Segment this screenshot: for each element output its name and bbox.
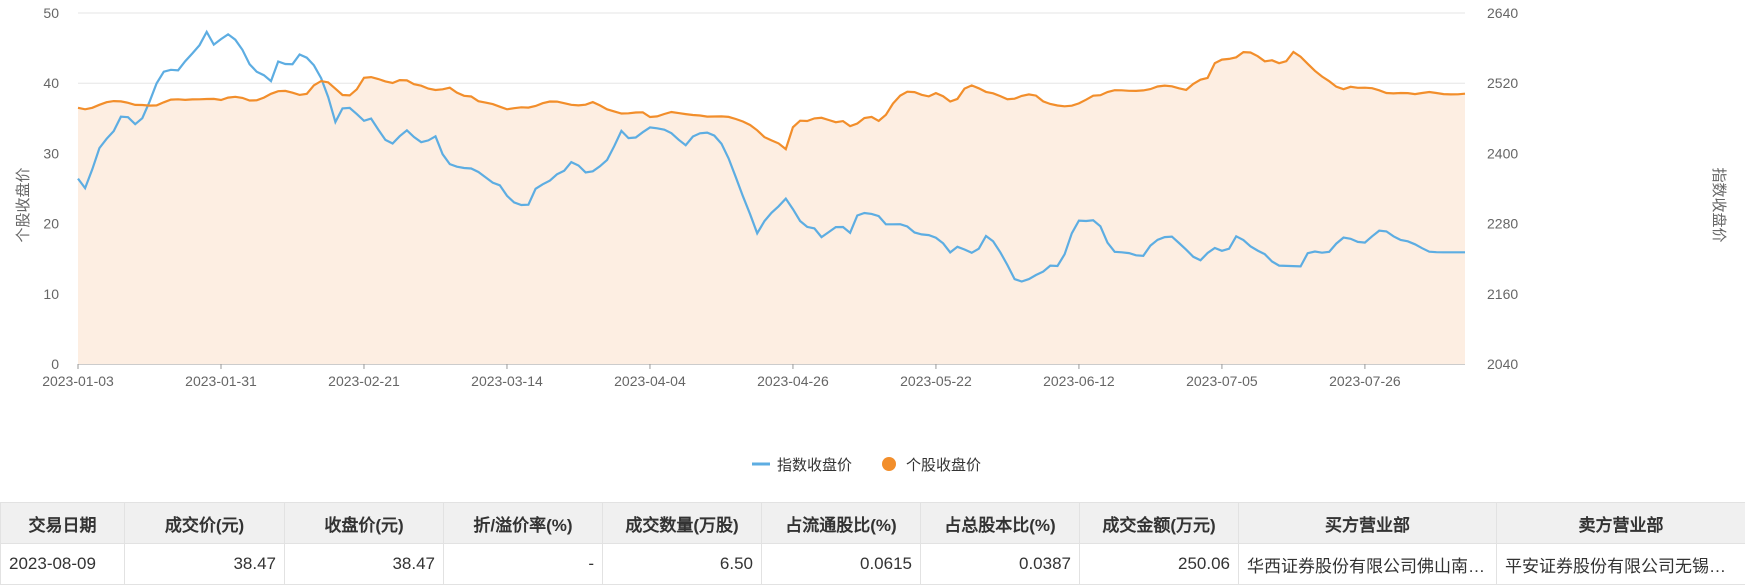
y-axis-left: 0 10 20 30 40 50 <box>43 5 59 372</box>
cell-amount: 250.06 <box>1079 543 1239 585</box>
cell-trade-date: 2023-08-09 <box>0 543 125 585</box>
stock-close-line <box>77 50 1466 151</box>
y-axis-right-label: 指数收盘价 <box>1710 167 1728 242</box>
table-row[interactable]: 2023-08-09 38.47 38.47 - 6.50 0.0615 0.0… <box>0 543 1745 585</box>
y-left-tick-label: 20 <box>43 216 59 232</box>
header-total-ratio[interactable]: 占总股本比(%) <box>920 502 1080 544</box>
y-axis-left-label: 个股收盘价 <box>14 167 32 242</box>
index-close-line <box>77 29 1465 283</box>
x-tick-label: 2023-02-21 <box>328 373 400 389</box>
legend-dot-icon <box>882 457 896 471</box>
legend[interactable]: 指数收盘价 个股收盘价 <box>752 456 981 474</box>
x-tick-label: 2023-01-31 <box>185 373 257 389</box>
cell-total-ratio: 0.0387 <box>920 543 1080 585</box>
x-tick-label: 2023-04-04 <box>614 373 686 389</box>
cell-buyer[interactable]: 华西证券股份有限公司佛山南海区桂城街道分公司 <box>1238 543 1497 585</box>
header-float-ratio[interactable]: 占流通股比(%) <box>761 502 921 544</box>
y-right-tick-label: 2040 <box>1487 356 1518 372</box>
y-right-tick-label: 2400 <box>1487 145 1518 161</box>
legend-item-index[interactable]: 指数收盘价 <box>752 456 852 474</box>
y-left-tick-label: 50 <box>43 5 59 21</box>
y-right-tick-label: 2160 <box>1487 286 1518 302</box>
x-tick-label: 2023-04-26 <box>757 373 829 389</box>
y-right-tick-label: 2520 <box>1487 75 1518 91</box>
x-tick-label: 2023-06-12 <box>1043 373 1115 389</box>
cell-premium-rate: - <box>443 543 603 585</box>
x-tick-label: 2023-01-03 <box>42 373 114 389</box>
header-premium-rate[interactable]: 折/溢价率(%) <box>443 502 603 544</box>
y-left-tick-label: 40 <box>43 75 59 91</box>
header-buyer[interactable]: 买方营业部 <box>1238 502 1497 544</box>
x-tick-label: 2023-07-05 <box>1186 373 1258 389</box>
trade-table: 交易日期 成交价(元) 收盘价(元) 折/溢价率(%) 成交数量(万股) 占流通… <box>0 502 1745 585</box>
legend-label: 个股收盘价 <box>906 456 981 474</box>
header-close-price[interactable]: 收盘价(元) <box>284 502 444 544</box>
x-tick-label: 2023-03-14 <box>471 373 543 389</box>
y-right-tick-label: 2280 <box>1487 216 1518 232</box>
legend-item-stock[interactable]: 个股收盘价 <box>882 456 981 474</box>
line-chart: 2023-01-03 2023-01-31 2023-02-21 2023-03-14… <box>14 5 1728 474</box>
header-trade-price[interactable]: 成交价(元) <box>124 502 285 544</box>
cell-seller[interactable]: 平安证券股份有限公司无锡分公司 <box>1496 543 1745 585</box>
y-right-tick-label: 2640 <box>1487 5 1518 21</box>
y-left-tick-label: 0 <box>51 356 59 372</box>
x-axis: 2023-01-03 2023-01-31 2023-02-21 2023-03-14… <box>42 364 1401 389</box>
header-amount[interactable]: 成交金额(万元) <box>1079 502 1239 544</box>
cell-float-ratio: 0.0615 <box>761 543 921 585</box>
cell-close-price: 38.47 <box>284 543 444 585</box>
header-trade-date[interactable]: 交易日期 <box>0 502 125 544</box>
header-volume[interactable]: 成交数量(万股) <box>602 502 762 544</box>
y-axis-right: 2040 2160 2280 2400 2520 2640 <box>1487 5 1518 372</box>
stock-price-area <box>78 52 1465 364</box>
table-header-row: 交易日期 成交价(元) 收盘价(元) 折/溢价率(%) 成交数量(万股) 占流通… <box>0 502 1745 544</box>
cell-volume: 6.50 <box>602 543 762 585</box>
header-seller[interactable]: 卖方营业部 <box>1496 502 1745 544</box>
legend-label: 指数收盘价 <box>777 456 852 474</box>
cell-trade-price: 38.47 <box>124 543 285 585</box>
x-tick-label: 2023-05-22 <box>900 373 972 389</box>
x-tick-label: 2023-07-26 <box>1329 373 1401 389</box>
y-left-tick-label: 30 <box>43 145 59 161</box>
y-left-tick-label: 10 <box>43 286 59 302</box>
